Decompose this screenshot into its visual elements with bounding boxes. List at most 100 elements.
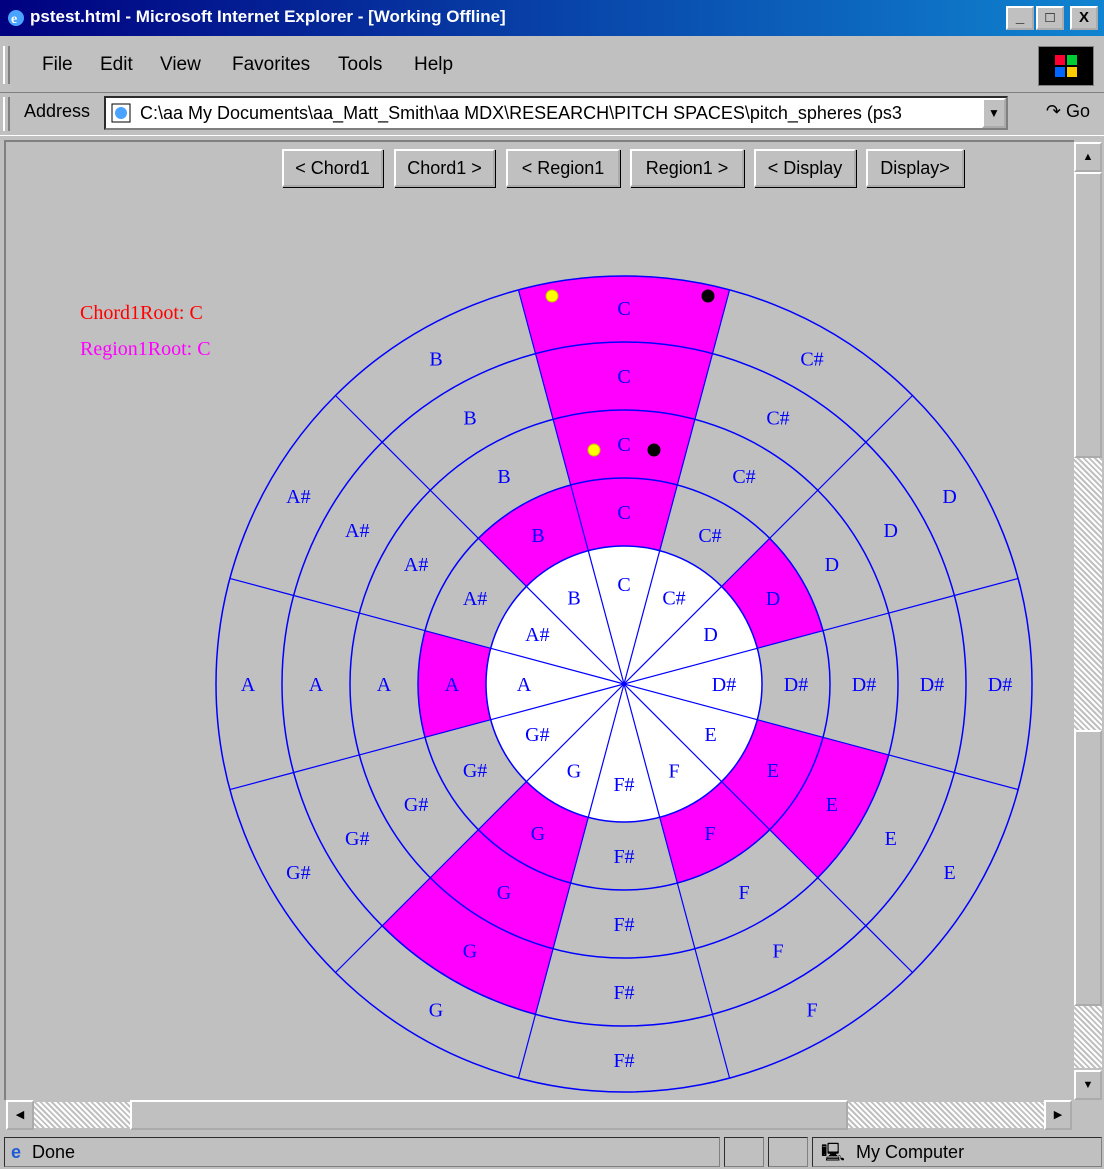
vertical-scroll-thumb[interactable] (1074, 172, 1102, 458)
horizontal-scrollbar[interactable]: ◀ ▶ (4, 1100, 1074, 1130)
sector-boundary (335, 925, 383, 973)
ring-circle-1 (485, 545, 763, 823)
note-label: D# (712, 674, 736, 696)
sector-boundary (517, 1014, 537, 1079)
sector-ring3-g (382, 877, 554, 1015)
next-chord-button[interactable]: Chord1 > (394, 149, 495, 187)
menu-favorites[interactable]: Favorites (232, 54, 311, 75)
next-region-button[interactable]: Region1 > (630, 149, 744, 187)
sector-ring2-g (430, 829, 571, 949)
address-bar: Address C:\aa My Documents\aa_Matt_Smith… (0, 92, 1104, 136)
menu-tools[interactable]: Tools (338, 54, 383, 75)
note-label: D# (852, 674, 876, 696)
ie-page-icon: e (11, 1142, 22, 1162)
sector-boundary (229, 771, 294, 791)
pitch-wheel: C C# D D# E F F# G G# A A# B C C# D D# E F F# G G# A A# B C C# D D#… (215, 275, 1033, 1093)
page-icon (111, 103, 131, 123)
sector-ring1-c (570, 478, 678, 551)
sector-boundary (721, 781, 771, 831)
note-label: G# (525, 724, 549, 746)
note-label: C (617, 298, 630, 320)
note-label: B (497, 466, 510, 488)
note-label: F# (613, 914, 634, 936)
menu-edit[interactable]: Edit (100, 54, 133, 75)
note-label: B (567, 587, 580, 609)
note-label: F (772, 941, 783, 963)
sector-boundary (676, 419, 696, 486)
menu-view[interactable]: View (160, 54, 201, 75)
menu-file[interactable]: File (42, 54, 73, 75)
sector-boundary (711, 289, 731, 354)
address-input[interactable]: C:\aa My Documents\aa_Matt_Smith\aa MDX\… (104, 96, 1008, 130)
sector-boundary (757, 630, 824, 649)
next-display-button[interactable]: Display> (866, 149, 964, 187)
status-zone-cell: 🖳 My Computer (812, 1137, 1102, 1167)
vertical-scroll-thumb-2[interactable] (1074, 730, 1102, 1006)
page-content: < Chord1 Chord1 > < Region1 Region1 > < … (4, 140, 1076, 1100)
prev-display-button[interactable]: < Display (754, 149, 856, 187)
go-button[interactable]: ↷ Go (1046, 101, 1090, 122)
close-button[interactable]: X (1070, 6, 1098, 30)
note-label: D (884, 520, 898, 542)
maximize-button[interactable]: □ (1036, 6, 1064, 30)
sector-boundary (477, 781, 527, 831)
menu-help[interactable]: Help (414, 54, 454, 75)
sector-boundary (570, 484, 589, 551)
vertical-scrollbar[interactable]: ▲ ▼ (1074, 140, 1104, 1100)
scroll-right-icon[interactable]: ▶ (1044, 1100, 1072, 1130)
window-title: pstest.html - Microsoft Internet Explore… (30, 7, 506, 26)
status-cell-2 (768, 1137, 808, 1167)
sector-boundary (552, 882, 572, 949)
inner-spoke (587, 550, 625, 685)
chord-marker (587, 443, 601, 457)
go-label: Go (1065, 101, 1090, 121)
inner-spoke (623, 683, 661, 818)
horizontal-scroll-track[interactable] (34, 1102, 130, 1128)
address-value: C:\aa My Documents\aa_Matt_Smith\aa MDX\… (140, 103, 902, 123)
prev-chord-button[interactable]: < Chord1 (282, 149, 383, 187)
note-label: E (826, 794, 838, 816)
note-label: A# (463, 588, 487, 610)
inner-spoke (623, 683, 723, 783)
sector-ring1-a (418, 630, 491, 738)
note-label: F (806, 1000, 817, 1022)
sector-boundary (888, 754, 955, 774)
sector-boundary (477, 537, 527, 587)
vertical-scroll-track[interactable] (1074, 458, 1102, 730)
horizontal-scroll-track-2[interactable] (848, 1102, 1044, 1128)
status-text: Done (32, 1142, 76, 1162)
scroll-up-icon[interactable]: ▲ (1074, 142, 1102, 172)
sector-ring3-c (535, 342, 713, 420)
note-label: F (738, 882, 749, 904)
inner-spoke (525, 585, 625, 685)
sector-boundary (694, 353, 714, 420)
sector-boundary (381, 877, 431, 927)
sector-boundary (424, 630, 491, 649)
sector-boundary (769, 489, 819, 539)
note-label: D# (920, 674, 944, 696)
note-label: B (463, 407, 476, 429)
note-label: G (567, 761, 581, 783)
scroll-down-icon[interactable]: ▼ (1074, 1070, 1102, 1100)
note-label: A (309, 674, 324, 696)
sector-boundary (659, 484, 678, 551)
status-zone: My Computer (856, 1142, 965, 1162)
note-label: G (463, 941, 477, 963)
status-text-cell: e Done (4, 1137, 720, 1167)
minimize-button[interactable]: _ (1006, 6, 1034, 30)
sector-boundary (293, 754, 360, 774)
horizontal-scroll-thumb[interactable] (130, 1100, 848, 1130)
address-dropdown-button[interactable]: ▼ (982, 98, 1006, 128)
note-label: C# (766, 407, 789, 429)
chord-marker (545, 289, 559, 303)
sector-boundary (424, 719, 491, 738)
sector-boundary (659, 817, 678, 884)
inner-spoke (525, 683, 625, 783)
sector-boundary (429, 489, 479, 539)
vertical-scroll-track-2[interactable] (1074, 1006, 1102, 1068)
scroll-left-icon[interactable]: ◀ (6, 1100, 34, 1130)
prev-region-button[interactable]: < Region1 (506, 149, 620, 187)
sector-boundary (534, 353, 554, 420)
sector-boundary (694, 948, 714, 1015)
address-grip (3, 97, 10, 131)
